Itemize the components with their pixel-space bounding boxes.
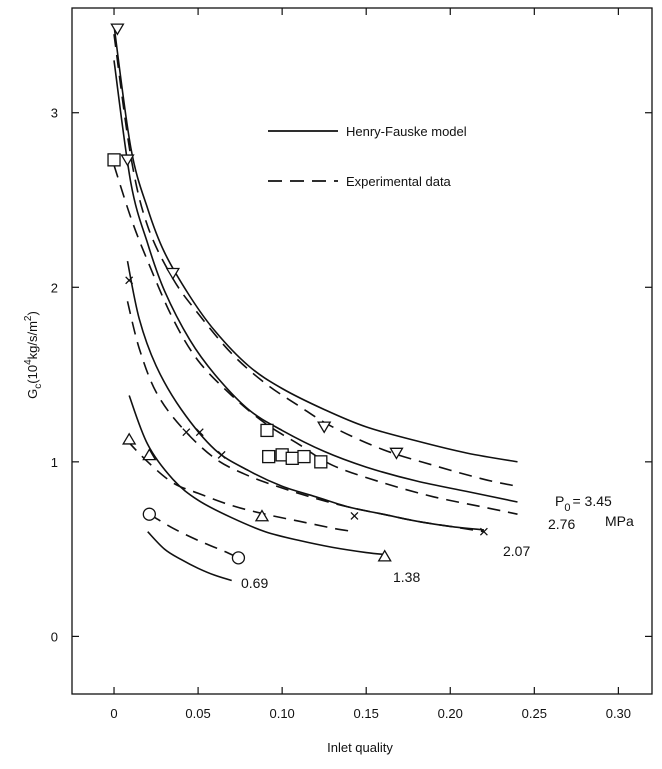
data-point-276 bbox=[262, 449, 276, 464]
pressure-label-069: 0.69 bbox=[241, 575, 268, 591]
data-point-207-stroke-b bbox=[350, 511, 359, 520]
pressure-labels: P0 = 3.45 MPa 2.76 2.07 1.38 0.69 bbox=[241, 493, 634, 591]
data-point-276 bbox=[314, 455, 328, 469]
data-point-276 bbox=[260, 423, 274, 438]
data-point-207 bbox=[195, 428, 204, 437]
pressure-label-345: P0 = 3.45 bbox=[555, 493, 612, 514]
data-point-345 bbox=[110, 23, 125, 36]
experimental-curve-345 bbox=[113, 34, 518, 488]
data-point-207-stroke-b bbox=[217, 450, 226, 459]
x-tick-label: 0.20 bbox=[438, 706, 463, 721]
data-point-207-stroke-b bbox=[479, 527, 488, 536]
data-point-345 bbox=[389, 447, 404, 460]
data-point-207-stroke-b bbox=[182, 428, 191, 437]
y-title-close: ) bbox=[25, 311, 40, 315]
data-point-069 bbox=[142, 507, 156, 521]
x-tick-label: 0.30 bbox=[606, 706, 631, 721]
y-axis-title-text: Gc(104kg/s/m2) bbox=[23, 311, 44, 399]
x-axis-title: Inlet quality bbox=[327, 740, 393, 755]
model-curve-345 bbox=[113, 25, 518, 463]
data-point-069 bbox=[231, 551, 246, 565]
legend-label-experimental: Experimental data bbox=[346, 174, 452, 189]
y-title-main: G bbox=[25, 389, 40, 399]
x-tick-label: 0.10 bbox=[269, 706, 294, 721]
y-tick-label: 3 bbox=[51, 106, 58, 121]
legend-label-model: Henry-Fauske model bbox=[346, 124, 467, 139]
data-point-207 bbox=[350, 511, 359, 520]
data-point-345 bbox=[165, 267, 181, 281]
y-title-exp2: 2 bbox=[23, 315, 34, 321]
axis-ticks: 0 0.05 0.10 0.15 0.20 0.25 0.30 0 1 2 3 bbox=[51, 8, 652, 721]
x-tick-label: 0.25 bbox=[522, 706, 547, 721]
data-point-345 bbox=[120, 154, 135, 167]
x-tick-label: 0 bbox=[110, 706, 117, 721]
y-title-exp: 4 bbox=[23, 359, 34, 365]
pressure-label-138: 1.38 bbox=[393, 569, 420, 585]
data-point-276 bbox=[107, 153, 121, 167]
data-point-138 bbox=[142, 448, 157, 461]
pressure-unit-label: MPa bbox=[605, 513, 634, 529]
x-tick-label: 0.15 bbox=[354, 706, 379, 721]
legend: Henry-Fauske model Experimental data bbox=[268, 124, 467, 189]
data-point-207 bbox=[479, 527, 488, 536]
data-point-345 bbox=[317, 421, 332, 434]
data-point-138 bbox=[122, 432, 137, 445]
p-subscript: 0 bbox=[564, 502, 570, 514]
model-curve-138 bbox=[128, 395, 385, 556]
data-point-207 bbox=[125, 276, 134, 285]
pressure-label-276: 2.76 bbox=[548, 516, 575, 532]
data-point-207 bbox=[182, 428, 191, 437]
data-point-138 bbox=[377, 549, 392, 562]
model-curve-069 bbox=[147, 531, 232, 582]
y-tick-label: 2 bbox=[51, 280, 58, 295]
y-tick-label: 1 bbox=[51, 455, 58, 470]
y-tick-label: 0 bbox=[51, 629, 58, 644]
pressure-label-207: 2.07 bbox=[503, 543, 530, 559]
data-point-138 bbox=[254, 509, 270, 522]
data-point-207 bbox=[217, 450, 226, 459]
experimental-curve-138 bbox=[126, 440, 355, 533]
p-value: = 3.45 bbox=[572, 493, 612, 509]
y-title-sub: c bbox=[33, 384, 44, 389]
data-point-207-stroke-b bbox=[125, 276, 134, 285]
plot-frame bbox=[71, 7, 653, 695]
y-title-units: (10 bbox=[25, 365, 40, 384]
curves bbox=[113, 25, 518, 582]
experimental-curve-276 bbox=[113, 164, 518, 515]
experimental-curve-069 bbox=[148, 513, 239, 559]
data-point-207-stroke-b bbox=[195, 428, 204, 437]
y-title-units2: kg/s/m bbox=[25, 321, 40, 359]
p-symbol: P bbox=[555, 493, 564, 509]
x-tick-label: 0.05 bbox=[185, 706, 210, 721]
data-point-276 bbox=[297, 449, 311, 464]
experimental-curve-207 bbox=[126, 301, 485, 533]
data-point-276 bbox=[285, 451, 299, 466]
model-curve-207 bbox=[126, 260, 484, 531]
data-markers bbox=[107, 23, 488, 565]
y-axis-title: Gc(104kg/s/m2) bbox=[23, 311, 44, 399]
